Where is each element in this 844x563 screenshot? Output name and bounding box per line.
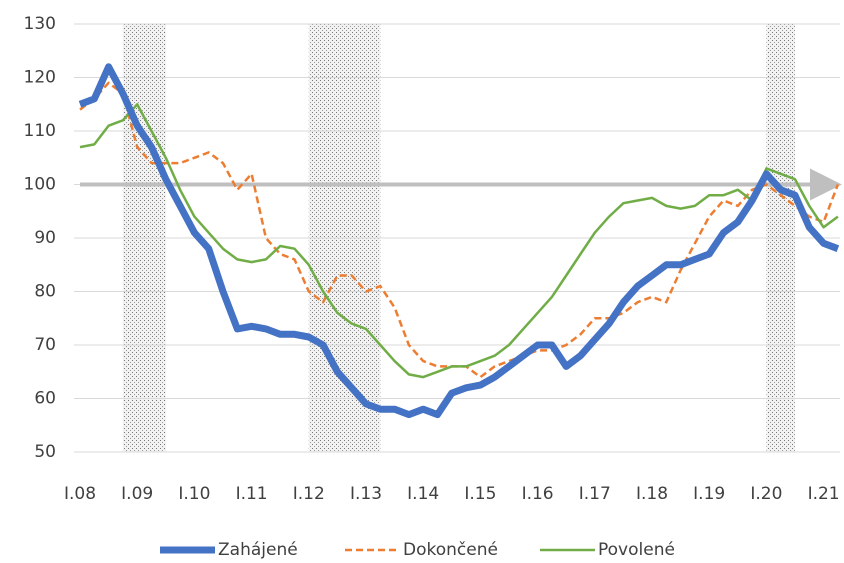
x-tick-label: I.19: [693, 484, 725, 504]
x-tick-label: I.21: [808, 484, 840, 504]
x-tick-label: I.20: [750, 484, 782, 504]
y-tick-label: 60: [34, 389, 56, 409]
y-tick-label: 130: [24, 14, 56, 34]
legend-label: Zahájené: [218, 540, 298, 560]
y-tick-label: 110: [24, 121, 56, 141]
series-line: [79, 81, 840, 379]
x-tick-label: I.09: [121, 484, 153, 504]
x-tick-label: I.15: [464, 484, 496, 504]
x-tick-label: I.10: [178, 484, 210, 504]
x-tick-label: I.14: [407, 484, 439, 504]
x-tick-label: I.11: [236, 484, 268, 504]
y-tick-label: 80: [34, 282, 56, 302]
y-tick-label: 50: [34, 442, 56, 462]
x-tick-label: I.17: [579, 484, 611, 504]
y-tick-label: 90: [34, 228, 56, 248]
x-tick-label: I.12: [293, 484, 325, 504]
legend-label: Povolené: [598, 540, 675, 560]
y-tick-label: 120: [24, 68, 56, 88]
series-line: [79, 103, 839, 379]
x-tick-label: I.08: [64, 484, 96, 504]
x-tick-label: I.13: [350, 484, 382, 504]
legend-label: Dokončené: [403, 540, 498, 560]
x-tick-label: I.16: [522, 484, 554, 504]
series-line: [78, 63, 840, 419]
y-tick-label: 100: [24, 175, 56, 195]
y-tick-label: 70: [34, 335, 56, 355]
x-tick-label: I.18: [636, 484, 668, 504]
